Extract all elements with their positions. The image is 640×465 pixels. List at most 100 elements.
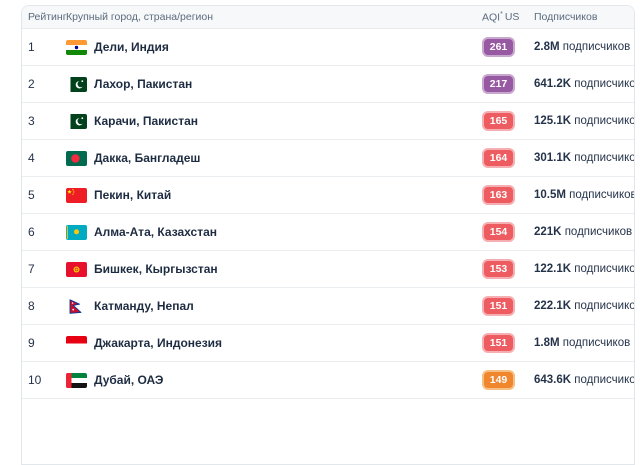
city-cell: Джакарта, Индонезия [66, 335, 482, 351]
city-name: Джакарта, Индонезия [94, 336, 223, 351]
city-ranking-table: Рейтинг Крупный город, страна/регион AQI… [21, 5, 635, 465]
city-cell: Карачи, Пакистан [66, 113, 482, 129]
aqi-unit-label: US [504, 11, 520, 24]
aqi-badge: 164 [482, 148, 515, 169]
aqi-footnote-mark: * [500, 10, 503, 18]
rank-value: 8 [28, 299, 35, 314]
followers-count: 1.8M [534, 337, 560, 350]
rank-value: 7 [28, 262, 35, 277]
table-row[interactable]: 1 Дели, Индия 261 2.8M подписчиков [22, 29, 634, 67]
aqi-cell: 164 [482, 148, 534, 169]
rank-value: 1 [28, 40, 35, 55]
column-header-aqi: AQI* US [482, 11, 534, 24]
followers-count: 10.5M [534, 189, 566, 202]
kyrgyzstan-flag-icon [66, 261, 87, 277]
aqi-badge: 153 [482, 259, 515, 280]
aqi-cell: 149 [482, 370, 534, 391]
pakistan-flag-icon [66, 76, 87, 92]
table-row[interactable]: 3 Карачи, Пакистан 165 125.1K подписчико… [22, 103, 634, 141]
followers-count: 221K [534, 226, 562, 239]
table-row[interactable]: 8 Катманду, Непал 151 222.1K подписчиков [22, 288, 634, 326]
column-header-rank: Рейтинг [28, 11, 67, 24]
followers-count: 301.1K [534, 152, 572, 165]
followers-label: подписчиков [569, 189, 635, 202]
table-header: Рейтинг Крупный город, страна/регион AQI… [22, 6, 634, 30]
city-name: Дубай, ОАЭ [94, 373, 164, 388]
followers-label: подписчиков [574, 374, 635, 387]
aqi-cell: 154 [482, 222, 534, 243]
aqi-badge: 151 [482, 296, 515, 317]
table-row[interactable]: 2 Лахор, Пакистан 217 641.2K подписчиков [22, 66, 634, 104]
followers-label: подписчиков [574, 78, 635, 91]
followers-cell: 10.5M подписчиков [534, 189, 634, 201]
followers-count: 122.1K [534, 263, 572, 276]
table-row[interactable]: 10 Дубай, ОАЭ 149 643.6K подписчиков [22, 362, 635, 400]
aqi-badge: 151 [482, 333, 515, 354]
column-header-city: Крупный город, страна/регион [66, 11, 214, 24]
aqi-badge: 154 [482, 222, 515, 243]
rank-value: 4 [28, 151, 35, 166]
city-name: Пекин, Китай [94, 188, 172, 203]
bangladesh-flag-icon [66, 150, 87, 166]
table-row[interactable]: 7 Бишкек, Кыргызстан 153 122.1K подписчи… [22, 251, 634, 289]
city-cell: Пекин, Китай [66, 187, 482, 203]
kazakhstan-flag-icon [66, 224, 87, 240]
city-name: Алма-Ата, Казахстан [94, 225, 218, 240]
table-row[interactable]: 5 Пекин, Китай 163 10.5M подписчиков [22, 177, 634, 215]
followers-label: подписчиков [562, 337, 631, 350]
followers-cell: 1.8M подписчиков [534, 337, 634, 349]
aqi-badge: 149 [482, 370, 515, 391]
city-name: Дели, Индия [94, 40, 169, 55]
uae-flag-icon [66, 372, 87, 388]
pakistan-flag-icon [66, 113, 87, 129]
aqi-badge: 261 [482, 37, 515, 58]
china-flag-icon [66, 187, 87, 203]
followers-label: подписчиков [562, 41, 631, 54]
aqi-label: AQI [482, 11, 501, 24]
aqi-badge: 163 [482, 185, 515, 206]
nepal-flag-icon [66, 299, 87, 314]
aqi-cell: 165 [482, 111, 534, 132]
followers-count: 125.1K [534, 115, 572, 128]
followers-label: подписчиков [574, 300, 635, 313]
followers-count: 222.1K [534, 300, 572, 313]
aqi-cell: 217 [482, 74, 534, 95]
aqi-cell: 163 [482, 185, 534, 206]
followers-label: подписчиков [564, 226, 633, 239]
rank-value: 2 [28, 77, 35, 92]
followers-cell: 641.2K подписчиков [534, 78, 634, 90]
rank-value: 6 [28, 225, 35, 240]
city-cell: Бишкек, Кыргызстан [66, 261, 482, 277]
city-cell: Дакка, Бангладеш [66, 150, 482, 166]
followers-cell: 301.1K подписчиков [534, 152, 634, 164]
aqi-cell: 153 [482, 259, 534, 280]
followers-cell: 2.8M подписчиков [534, 41, 634, 53]
city-name: Катманду, Непал [94, 299, 194, 314]
rank-value: 3 [28, 114, 35, 129]
city-cell: Дели, Индия [66, 39, 482, 55]
city-name: Карачи, Пакистан [94, 114, 199, 129]
table-row[interactable]: 6 Алма-Ата, Казахстан 154 221K подписчик… [22, 214, 634, 252]
city-name: Дакка, Бангладеш [94, 151, 201, 166]
followers-label: подписчиков [574, 152, 635, 165]
followers-count: 641.2K [534, 78, 572, 91]
table-row[interactable]: 4 Дакка, Бангладеш 164 301.1K подписчико… [22, 140, 634, 178]
city-cell: Дубай, ОАЭ [66, 372, 482, 388]
rank-value: 9 [28, 336, 35, 351]
rank-value: 10 [28, 373, 42, 388]
city-cell: Алма-Ата, Казахстан [66, 224, 482, 240]
followers-count: 2.8M [534, 41, 560, 54]
city-name: Лахор, Пакистан [94, 77, 193, 92]
aqi-badge: 165 [482, 111, 515, 132]
city-cell: Катманду, Непал [66, 299, 482, 314]
followers-cell: 125.1K подписчиков [534, 115, 634, 127]
aqi-cell: 151 [482, 296, 534, 317]
table-row[interactable]: 9 Джакарта, Индонезия 151 1.8M подписчик… [22, 325, 634, 363]
followers-cell: 222.1K подписчиков [534, 300, 634, 312]
column-header-followers: Подписчиков [534, 11, 598, 24]
rank-value: 5 [28, 188, 35, 203]
india-flag-icon [66, 39, 87, 55]
city-cell: Лахор, Пакистан [66, 76, 482, 92]
indonesia-flag-icon [66, 335, 87, 351]
followers-label: подписчиков [574, 115, 635, 128]
